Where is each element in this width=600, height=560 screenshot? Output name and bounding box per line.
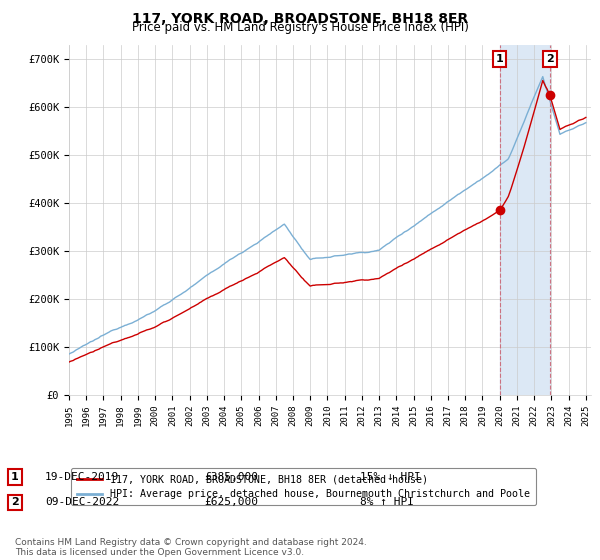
Text: 117, YORK ROAD, BROADSTONE, BH18 8ER: 117, YORK ROAD, BROADSTONE, BH18 8ER: [132, 12, 468, 26]
Text: £625,000: £625,000: [204, 497, 258, 507]
Text: 19-DEC-2019: 19-DEC-2019: [45, 472, 119, 482]
Legend: 117, YORK ROAD, BROADSTONE, BH18 8ER (detached house), HPI: Average price, detac: 117, YORK ROAD, BROADSTONE, BH18 8ER (de…: [71, 468, 536, 505]
Text: Contains HM Land Registry data © Crown copyright and database right 2024.
This d: Contains HM Land Registry data © Crown c…: [15, 538, 367, 557]
Text: £385,000: £385,000: [204, 472, 258, 482]
Text: 2: 2: [546, 54, 554, 64]
Text: 09-DEC-2022: 09-DEC-2022: [45, 497, 119, 507]
Text: 8% ↑ HPI: 8% ↑ HPI: [360, 497, 414, 507]
Bar: [500, 45, 550, 395]
Text: 2: 2: [11, 497, 19, 507]
Text: 1: 1: [496, 54, 503, 64]
Text: 15% ↓ HPI: 15% ↓ HPI: [360, 472, 421, 482]
Text: Price paid vs. HM Land Registry's House Price Index (HPI): Price paid vs. HM Land Registry's House …: [131, 21, 469, 34]
Text: 1: 1: [11, 472, 19, 482]
